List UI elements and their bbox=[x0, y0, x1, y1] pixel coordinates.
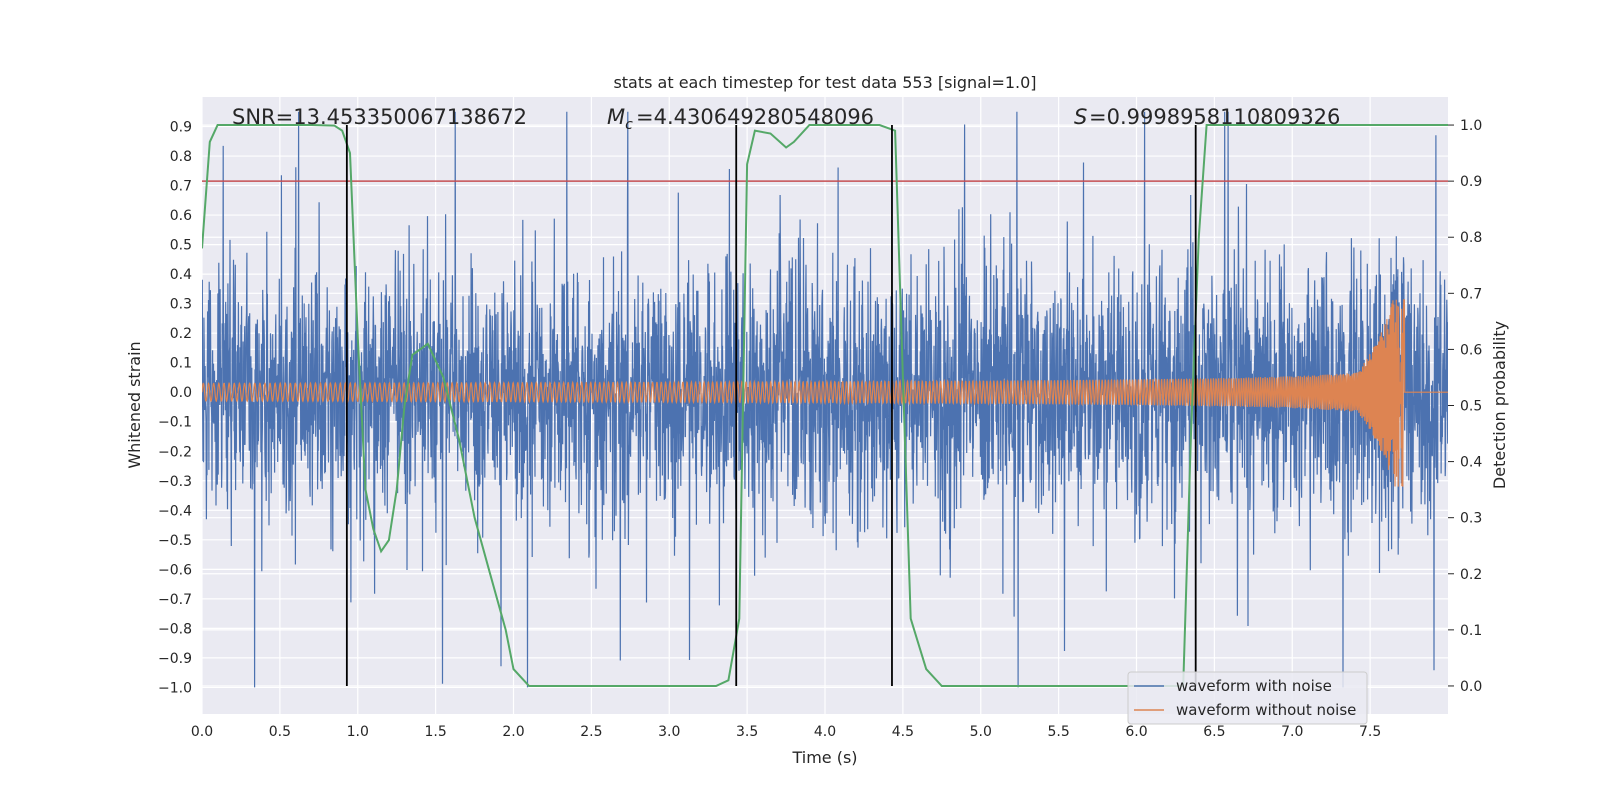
annotation-s-value: =0.9998958110809326 bbox=[1089, 105, 1340, 129]
y2-tick-label: 0.4 bbox=[1460, 455, 1482, 471]
y-tick-label: 0.4 bbox=[170, 267, 192, 283]
y-tick-label: 0.3 bbox=[170, 297, 192, 313]
y2-tick-labels: 1.0 0.9 0.8 0.7 0.6 0.5 0.4 0.3 0.2 0.1 0.0 bbox=[1448, 118, 1482, 695]
legend-box bbox=[1127, 671, 1368, 725]
legend: waveform with noise waveform without noi… bbox=[1127, 671, 1368, 725]
x-tick-label: 6.5 bbox=[1203, 724, 1225, 740]
legend-label-noise: waveform with noise bbox=[1176, 677, 1332, 695]
x-tick-labels: 0.0 0.5 1.0 1.5 2.0 2.5 3.0 3.5 4.0 4.5 5.0 5.5 6.0 6… bbox=[191, 724, 1381, 740]
y-tick-label: 0.9 bbox=[170, 120, 192, 136]
x-tick-label: 1.0 bbox=[347, 724, 369, 740]
y-tick-label: −0.9 bbox=[158, 651, 192, 667]
y2-tick-label: 0.2 bbox=[1460, 567, 1482, 583]
y-tick-label: −0.8 bbox=[158, 621, 192, 637]
x-tick-label: 0.5 bbox=[269, 724, 291, 740]
y-tick-label: 0.5 bbox=[170, 238, 192, 254]
y-tick-label: 0.0 bbox=[170, 385, 192, 401]
y2-tick-label: 0.7 bbox=[1460, 286, 1482, 302]
event-markers bbox=[345, 125, 1197, 686]
y-tick-label: 0.1 bbox=[170, 356, 192, 372]
x-tick-label: 3.0 bbox=[658, 724, 680, 740]
y-tick-labels: 0.9 0.8 0.7 0.6 0.5 0.4 0.3 0.2 0.1 0.0 −0.1 −0.2 −0… bbox=[158, 120, 192, 697]
y-tick-label: −0.1 bbox=[158, 415, 192, 431]
annotation-mc-symbol: Mc bbox=[607, 105, 633, 133]
annotation-chirp-mass: Mc =4.430649280548096 bbox=[607, 105, 874, 133]
x-tick-label: 3.5 bbox=[736, 724, 758, 740]
y2-tick-label: 0.8 bbox=[1460, 230, 1482, 246]
y-tick-label: −0.6 bbox=[158, 562, 192, 578]
annotation-snr: SNR=13.453350067138672 bbox=[232, 105, 527, 129]
series-waveform-without-noise bbox=[202, 299, 1448, 487]
x-tick-label: 2.5 bbox=[580, 724, 602, 740]
annotation-s-symbol: S bbox=[1074, 105, 1087, 129]
x-axis-label: Time (s) bbox=[791, 748, 857, 767]
y2-tick-label: 0.3 bbox=[1460, 511, 1482, 527]
y2-tick-label: 0.1 bbox=[1460, 623, 1482, 639]
y-tick-label: −0.7 bbox=[158, 592, 192, 608]
y-axis-label: Whitened strain bbox=[125, 341, 144, 468]
y2-tick-label: 0.0 bbox=[1460, 679, 1482, 695]
y-tick-label: −0.3 bbox=[158, 474, 192, 490]
y-tick-label: 0.7 bbox=[170, 179, 192, 195]
legend-label-clean: waveform without noise bbox=[1176, 701, 1356, 719]
x-tick-label: 7.5 bbox=[1359, 724, 1381, 740]
x-tick-label: 1.5 bbox=[424, 724, 446, 740]
chart-title: stats at each timestep for test data 553… bbox=[613, 73, 1036, 92]
y-tick-label: −1.0 bbox=[158, 680, 192, 696]
series-detection-probability bbox=[202, 124, 1448, 687]
y-tick-label: 0.8 bbox=[170, 149, 192, 165]
y2-tick-label: 0.9 bbox=[1460, 174, 1482, 190]
x-tick-label: 0.0 bbox=[191, 724, 213, 740]
annotation-mc-value: =4.430649280548096 bbox=[636, 105, 874, 129]
y-tick-label: −0.5 bbox=[158, 533, 192, 549]
x-tick-label: 7.0 bbox=[1281, 724, 1303, 740]
series-waveform-with-noise bbox=[202, 111, 1448, 688]
y2-axis-label: Detection probability bbox=[1490, 321, 1509, 489]
y2-tick-label: 0.6 bbox=[1460, 342, 1482, 358]
y-tick-label: 0.2 bbox=[170, 326, 192, 342]
y-tick-label: 0.6 bbox=[170, 208, 192, 224]
y-tick-label: −0.2 bbox=[158, 444, 192, 460]
plot-content bbox=[202, 111, 1448, 688]
y2-tick-label: 1.0 bbox=[1460, 118, 1482, 134]
x-tick-label: 5.5 bbox=[1047, 724, 1069, 740]
x-tick-label: 6.0 bbox=[1125, 724, 1147, 740]
annotation-signal-prob: S =0.9998958110809326 bbox=[1074, 105, 1340, 129]
y-tick-label: −0.4 bbox=[158, 503, 192, 519]
x-tick-label: 4.5 bbox=[892, 724, 914, 740]
x-tick-label: 2.0 bbox=[502, 724, 524, 740]
x-tick-label: 4.0 bbox=[814, 724, 836, 740]
x-tick-label: 5.0 bbox=[970, 724, 992, 740]
y2-tick-label: 0.5 bbox=[1460, 399, 1482, 415]
